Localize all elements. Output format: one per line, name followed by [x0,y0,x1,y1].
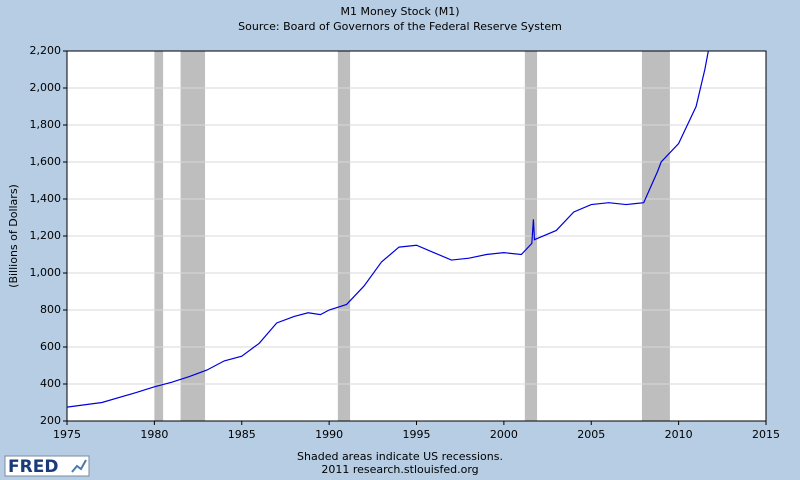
logo-icon [71,459,87,473]
y-tick-label: 1,000 [30,266,62,279]
y-tick-label: 600 [40,340,61,353]
data-line [66,50,709,408]
chart-subtitle: Source: Board of Governors of the Federa… [238,20,562,33]
y-axis-label: (Billions of Dollars) [7,184,20,288]
x-tick-label: 1985 [228,428,256,441]
y-tick-label: 2,200 [30,44,62,57]
y-tick-label: 1,400 [30,192,62,205]
logo-text: FRED [8,457,58,477]
y-tick-label: 800 [40,303,61,316]
x-tick-label: 1995 [403,428,431,441]
source-note: 2011 research.stlouisfed.org [321,463,478,476]
y-tick-label: 1,200 [30,229,62,242]
logo: FRED [4,455,90,477]
x-tick-label: 2000 [490,428,518,441]
logo-box [4,455,90,477]
plot-border [66,50,767,422]
x-tick-label: 2015 [752,428,780,441]
footnote: Shaded areas indicate US recessions. [297,450,503,463]
x-tick-label: 1975 [53,428,81,441]
y-tick-label: 200 [40,414,61,427]
x-tick-label: 1990 [315,428,343,441]
x-tick-label: 2005 [577,428,605,441]
chart-title: M1 Money Stock (M1) [341,5,460,18]
y-tick-label: 2,000 [30,81,62,94]
y-tick-label: 400 [40,377,61,390]
x-tick-label: 2010 [665,428,693,441]
y-tick-label: 1,800 [30,118,62,131]
x-tick-label: 1980 [140,428,168,441]
y-tick-label: 1,600 [30,155,62,168]
